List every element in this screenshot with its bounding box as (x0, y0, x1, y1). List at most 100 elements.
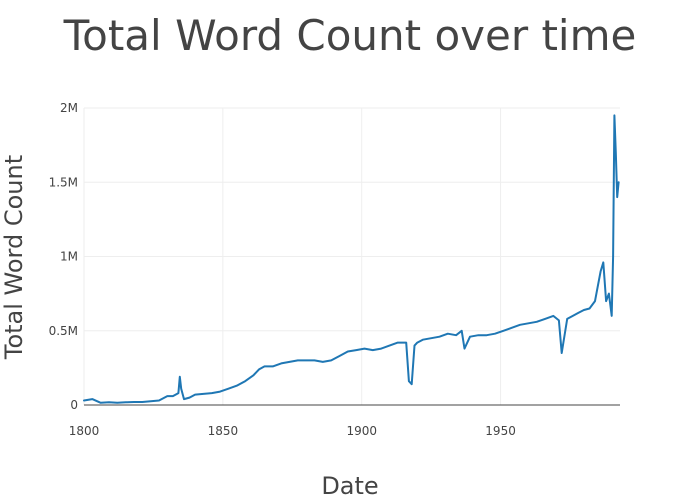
y-tick-label: 0 (70, 398, 78, 412)
x-gridlines (83, 108, 502, 405)
series-line (83, 114, 620, 404)
data-point (464, 348, 465, 349)
data-point (600, 271, 601, 272)
data-point (486, 335, 487, 336)
data-point (567, 318, 568, 319)
data-point (389, 345, 390, 346)
x-tick-label: 1900 (346, 424, 377, 438)
y-tick-label: 1M (60, 250, 78, 264)
data-point (133, 402, 134, 403)
data-point (617, 197, 618, 198)
data-point (183, 399, 184, 400)
data-point (536, 321, 537, 322)
data-point (108, 402, 109, 403)
x-tick-label: 1800 (69, 424, 100, 438)
data-point (125, 402, 126, 403)
data-point (456, 335, 457, 336)
data-point (545, 318, 546, 319)
data-point (572, 315, 573, 316)
data-point (347, 351, 348, 352)
data-point (431, 338, 432, 339)
data-point (258, 369, 259, 370)
data-point (306, 360, 307, 361)
data-point (84, 400, 85, 401)
data-point (356, 350, 357, 351)
data-point (150, 401, 151, 402)
data-point (381, 348, 382, 349)
data-point (417, 342, 418, 343)
data-point (117, 402, 118, 403)
data-point (408, 381, 409, 382)
data-point (181, 388, 182, 389)
chart-title: Total Word Count over time (63, 11, 637, 60)
data-point (422, 339, 423, 340)
data-point (167, 396, 168, 397)
data-point (178, 393, 179, 394)
data-point (578, 312, 579, 313)
y-axis-ticks: 0 0.5M 1M 1.5M 2M (49, 101, 78, 412)
data-point (211, 393, 212, 394)
data-point (614, 115, 615, 116)
data-point (406, 342, 407, 343)
data-point (245, 381, 246, 382)
data-point (364, 348, 365, 349)
data-point (372, 350, 373, 351)
x-tick-label: 1950 (485, 424, 516, 438)
data-point (179, 376, 180, 377)
data-point (618, 182, 619, 183)
y-tick-label: 0.5M (49, 324, 78, 338)
data-point (100, 402, 101, 403)
data-point (478, 335, 479, 336)
data-point (195, 394, 196, 395)
data-point (203, 393, 204, 394)
data-point (297, 360, 298, 361)
data-point (589, 308, 590, 309)
data-point (553, 315, 554, 316)
data-point (528, 323, 529, 324)
y-tick-label: 2M (60, 101, 78, 115)
data-point (158, 400, 159, 401)
data-point (520, 324, 521, 325)
data-point (264, 366, 265, 367)
data-point (461, 330, 462, 331)
data-point (189, 397, 190, 398)
data-point (142, 402, 143, 403)
data-point (272, 366, 273, 367)
data-point (397, 342, 398, 343)
data-point (597, 286, 598, 287)
data-point (322, 361, 323, 362)
data-point (411, 384, 412, 385)
y-axis-title: Total Word Count (0, 155, 28, 360)
data-point (583, 309, 584, 310)
data-point (92, 399, 93, 400)
data-point (289, 361, 290, 362)
data-point (172, 396, 173, 397)
data-point (611, 315, 612, 316)
data-point (558, 320, 559, 321)
data-point (331, 360, 332, 361)
data-point (603, 262, 604, 263)
data-point (220, 391, 221, 392)
data-point (447, 333, 448, 334)
data-point (495, 333, 496, 334)
data-point (228, 388, 229, 389)
data-point (503, 330, 504, 331)
data-point (314, 360, 315, 361)
data-point (339, 355, 340, 356)
data-point (253, 375, 254, 376)
x-axis-ticks: 1800 1850 1900 1950 (69, 424, 516, 438)
data-point (608, 293, 609, 294)
y-tick-label: 1.5M (49, 175, 78, 189)
data-point (615, 152, 616, 153)
data-point (414, 345, 415, 346)
data-point (511, 327, 512, 328)
x-tick-label: 1850 (208, 424, 239, 438)
data-point (236, 385, 237, 386)
data-point (561, 353, 562, 354)
series-group (83, 114, 620, 404)
x-axis-title: Date (321, 472, 378, 500)
data-point (470, 336, 471, 337)
data-point (606, 301, 607, 302)
data-point (595, 301, 596, 302)
